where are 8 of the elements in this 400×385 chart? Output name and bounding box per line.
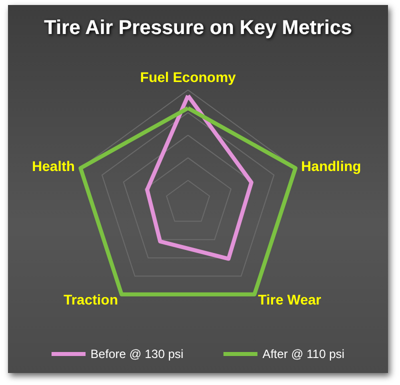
legend-label: After @ 110 psi [262, 347, 344, 361]
chart-title: Tire Air Pressure on Key Metrics [44, 17, 352, 39]
legend-label: Before @ 130 psi [90, 347, 184, 361]
spoke-label: Tire Wear [258, 291, 322, 308]
spoke-label: Traction [64, 291, 118, 308]
spoke-label: Health [32, 158, 75, 174]
spoke-label: Fuel Economy [140, 69, 236, 85]
spoke-label: Handling [301, 158, 362, 174]
